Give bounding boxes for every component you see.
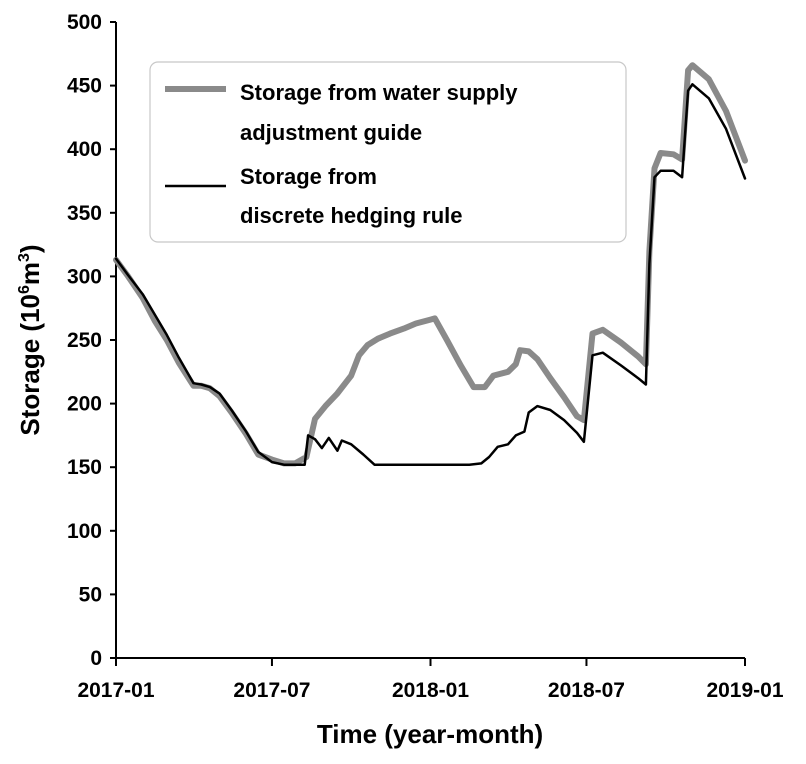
legend: Storage from water supply adjustment gui… bbox=[149, 61, 627, 243]
y-tick-label: 0 bbox=[90, 647, 102, 670]
y-axis-title: Storage (106m3) bbox=[15, 244, 45, 435]
series-layer bbox=[113, 62, 748, 467]
y-tick-label: 400 bbox=[67, 138, 102, 161]
x-axis-title: Time (year-month) bbox=[317, 719, 543, 749]
y-tick-label: 250 bbox=[67, 329, 102, 352]
y-tick-label: 300 bbox=[67, 265, 102, 288]
legend-label-water-supply-line1: Storage from water supply bbox=[240, 80, 518, 105]
x-tick-label: 2017-01 bbox=[77, 679, 154, 702]
y-axis-title-main: Storage (10 bbox=[15, 294, 45, 436]
x-tick-label: 2018-07 bbox=[548, 679, 625, 702]
legend-label-hedging-rule-line2: discrete hedging rule bbox=[240, 203, 463, 228]
y-tick-label: 450 bbox=[67, 75, 102, 98]
y-tick-label: 500 bbox=[67, 11, 102, 34]
y-tick-label: 350 bbox=[67, 202, 102, 225]
x-tick-label: 2017-07 bbox=[233, 679, 310, 702]
y-axis-title-mid: m bbox=[15, 262, 45, 285]
legend-label-water-supply-line2: adjustment guide bbox=[240, 120, 422, 145]
y-axis-title-sup1: 6 bbox=[16, 285, 33, 294]
series-line-discrete-hedging-rule bbox=[114, 83, 747, 466]
x-tick-label: 2018-01 bbox=[392, 679, 469, 702]
x-tick-label: 2019-01 bbox=[706, 679, 783, 702]
y-tick-label: 50 bbox=[79, 583, 102, 606]
legend-label-hedging-rule-line1: Storage from bbox=[240, 164, 377, 189]
y-tick-label: 200 bbox=[67, 393, 102, 416]
legend-box bbox=[149, 61, 627, 243]
y-axis-ticks: 0 50 100 150 200 250 300 350 400 450 500 bbox=[67, 11, 116, 670]
y-axis-title-sup2: 3 bbox=[16, 253, 33, 262]
y-axis-title-end: ) bbox=[15, 244, 45, 253]
x-axis-ticks: 2017-01 2017-07 2018-01 2018-07 2019-01 bbox=[77, 658, 784, 702]
y-tick-label: 100 bbox=[67, 520, 102, 543]
y-tick-label: 150 bbox=[67, 456, 102, 479]
